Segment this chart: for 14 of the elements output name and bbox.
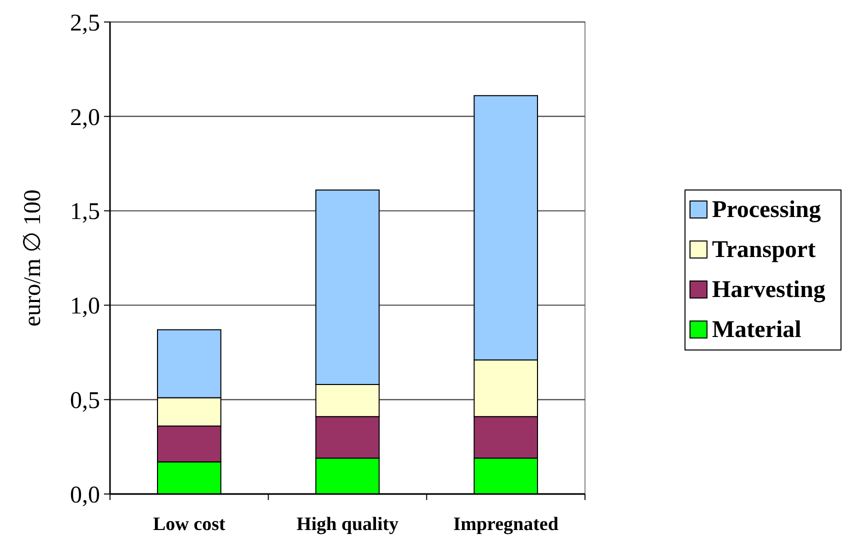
y-tick-label: 2,5 [70, 10, 100, 36]
y-tick-label: 2,0 [70, 104, 100, 131]
y-tick-label: 0,5 [70, 388, 100, 414]
legend-label: Harvesting [712, 277, 826, 303]
x-tick-label: High quality [296, 514, 399, 535]
x-tick-label: Low cost [153, 514, 226, 535]
legend-label: Material [712, 317, 802, 343]
y-axis-title: euro/m ∅ 100 [20, 190, 46, 326]
legend-label: Processing [712, 197, 821, 223]
y-tick-label: 1,5 [70, 199, 100, 226]
y-tick-label: 0,0 [70, 482, 100, 508]
legend-label: Transport [712, 237, 816, 263]
y-tick-label: 1,0 [70, 294, 100, 320]
x-tick-label: Impregnated [453, 514, 559, 535]
